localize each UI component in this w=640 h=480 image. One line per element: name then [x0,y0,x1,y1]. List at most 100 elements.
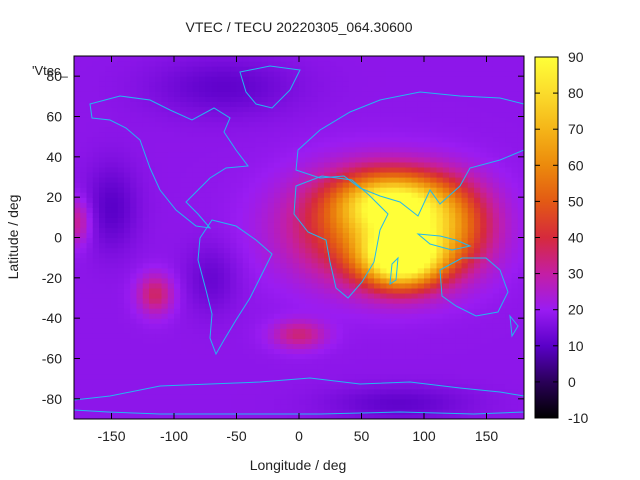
heatmap-cell [374,287,381,294]
heatmap-cell [336,171,344,178]
heatmap-cell [292,106,300,113]
heatmap-cell [305,222,313,229]
heatmap-cell [136,61,144,67]
heatmap-cell [224,197,231,203]
heatmap-cell [236,373,244,380]
heatmap-cell [449,257,456,264]
heatmap-cell [149,383,156,390]
heatmap-cell [367,303,375,309]
heatmap-cell [261,96,269,102]
heatmap-cell [124,166,131,173]
heatmap-cell [405,333,413,339]
heatmap-cell [255,363,263,370]
heatmap-cell [292,66,300,72]
heatmap-cell [424,106,431,113]
heatmap-cell [405,298,413,304]
heatmap-cell [117,227,125,234]
heatmap-cell [486,71,494,77]
heatmap-cell [217,106,225,113]
heatmap-cell [261,398,269,405]
heatmap-cell [405,86,413,92]
heatmap-cell [174,222,181,229]
heatmap-cell [249,171,256,178]
heatmap-cell [174,328,181,334]
heatmap-cell [80,192,88,198]
heatmap-cell [392,56,400,62]
heatmap-cell [424,318,431,324]
heatmap-cell [236,308,244,314]
heatmap-cell [217,348,225,355]
heatmap-cell [292,242,300,249]
heatmap-cell [455,156,463,163]
heatmap-cell [211,267,219,274]
heatmap-cell [292,318,300,324]
heatmap-cell [217,343,225,350]
heatmap-cell [417,146,425,153]
heatmap-cell [255,66,263,72]
heatmap-cell [286,373,294,380]
heatmap-cell [117,378,125,385]
heatmap-cell [355,192,363,198]
heatmap-cell [411,358,419,365]
heatmap-cell [299,161,306,168]
heatmap-cell [367,111,375,118]
heatmap-cell [242,182,250,188]
heatmap-cell [411,166,419,173]
heatmap-cell [217,192,225,198]
heatmap-cell [249,66,256,72]
heatmap-cell [442,358,450,365]
heatmap-cell [180,328,188,334]
heatmap-cell [86,358,94,365]
heatmap-cell [449,282,456,289]
heatmap-cell [167,257,175,264]
heatmap-cell [430,76,438,82]
heatmap-cell [311,56,319,62]
heatmap-cell [292,126,300,133]
heatmap-cell [111,413,119,419]
heatmap-cell [405,257,413,264]
heatmap-cell [411,363,419,370]
heatmap-cell [355,106,363,113]
heatmap-cell [299,111,306,118]
heatmap-cell [292,257,300,264]
heatmap-cell [474,257,481,264]
heatmap-cell [124,111,131,118]
heatmap-cell [449,277,456,284]
heatmap-cell [167,343,175,350]
heatmap-cell [205,358,213,365]
heatmap-cell [311,388,319,395]
heatmap-cell [486,161,494,168]
heatmap-cell [267,76,275,82]
heatmap-cell [136,267,144,274]
heatmap-cell [286,413,294,419]
heatmap-cell [299,408,306,415]
heatmap-cell [349,308,356,314]
heatmap-cell [155,267,163,274]
heatmap-cell [124,212,131,218]
heatmap-cell [436,141,444,148]
heatmap-cell [86,252,94,259]
heatmap-cell [174,378,181,385]
heatmap-cell [180,413,188,419]
heatmap-cell [374,56,381,62]
heatmap-cell [480,126,488,133]
heatmap-cell [367,121,375,128]
heatmap-cell [224,348,231,355]
heatmap-cell [436,237,444,244]
heatmap-cell [467,56,475,62]
heatmap-cell [280,166,288,173]
heatmap-cell [86,343,94,350]
heatmap-cell [224,398,231,405]
heatmap-cell [149,111,156,118]
heatmap-cell [161,61,169,67]
heatmap-cell [442,202,450,208]
heatmap-cell [205,156,213,163]
heatmap-cell [474,413,481,419]
heatmap-cell [430,197,438,203]
heatmap-cell [174,252,181,259]
heatmap-cell [80,262,88,269]
heatmap-cell [105,348,113,355]
heatmap-cell [424,282,431,289]
heatmap-cell [311,187,319,193]
heatmap-cell [330,146,338,153]
